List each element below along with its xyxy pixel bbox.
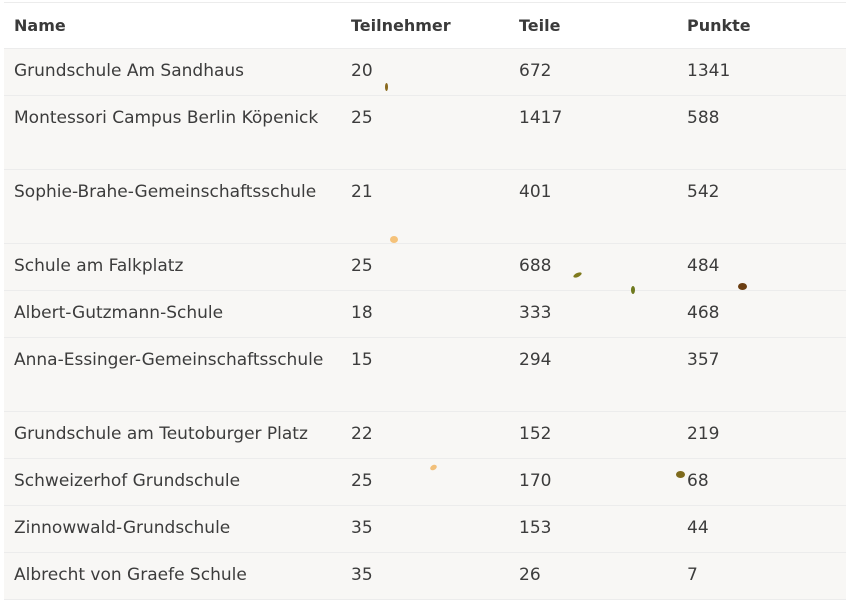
cell-name: Albert-Gutzmann-Schule <box>4 290 341 338</box>
cell-teilnehmer: 25 <box>341 243 509 291</box>
cell-teile: 688 <box>509 243 677 291</box>
cell-name: Schweizerhof Grundschule <box>4 458 341 506</box>
cell-punkte: 484 <box>677 243 846 291</box>
cell-teilnehmer: 20 <box>341 48 509 96</box>
cell-teile: 672 <box>509 48 677 96</box>
column-header-teilnehmer: Teilnehmer <box>341 3 509 49</box>
cell-punkte: 68 <box>677 458 846 506</box>
leaf-speck-decoration <box>385 83 388 91</box>
leaf-speck-decoration <box>738 283 747 290</box>
leaf-speck-decoration <box>676 471 685 478</box>
cell-punkte: 542 <box>677 169 846 244</box>
table-row: Grundschule am Teutoburger Platz 22 152 … <box>4 411 846 459</box>
cell-name: Anna-Essinger-Gemeinschaftsschule <box>4 337 341 412</box>
table-row: Montessori Campus Berlin Köpenick 25 141… <box>4 95 846 170</box>
school-ranking-table-container: Name Teilnehmer Teile Punkte Grundschule… <box>4 2 846 600</box>
cell-name: Grundschule Am Sandhaus <box>4 48 341 96</box>
school-ranking-table: Name Teilnehmer Teile Punkte Grundschule… <box>4 3 846 600</box>
column-header-punkte: Punkte <box>677 3 846 49</box>
cell-punkte: 1341 <box>677 48 846 96</box>
cell-teilnehmer: 25 <box>341 95 509 170</box>
cell-teilnehmer: 22 <box>341 411 509 459</box>
cell-teile: 294 <box>509 337 677 412</box>
table-header-row: Name Teilnehmer Teile Punkte <box>4 3 846 49</box>
cell-teile: 26 <box>509 552 677 600</box>
column-header-name: Name <box>4 3 341 49</box>
cell-punkte: 357 <box>677 337 846 412</box>
cell-teilnehmer: 21 <box>341 169 509 244</box>
cell-name: Montessori Campus Berlin Köpenick <box>4 95 341 170</box>
cell-punkte: 468 <box>677 290 846 338</box>
column-header-teile: Teile <box>509 3 677 49</box>
table-row: Sophie-Brahe-Gemeinschaftsschule 21 401 … <box>4 169 846 244</box>
cell-teile: 153 <box>509 505 677 553</box>
cell-name: Schule am Falkplatz <box>4 243 341 291</box>
cell-name: Albrecht von Graefe Schule <box>4 552 341 600</box>
cell-teilnehmer: 35 <box>341 552 509 600</box>
table-row: Albrecht von Graefe Schule 35 26 7 <box>4 552 846 600</box>
cell-teile: 333 <box>509 290 677 338</box>
cell-punkte: 588 <box>677 95 846 170</box>
cell-teile: 401 <box>509 169 677 244</box>
cell-teile: 152 <box>509 411 677 459</box>
table-row: Schule am Falkplatz 25 688 484 <box>4 243 846 291</box>
leaf-speck-decoration <box>390 236 398 243</box>
cell-teilnehmer: 25 <box>341 458 509 506</box>
table-row: Schweizerhof Grundschule 25 170 68 <box>4 458 846 506</box>
cell-teilnehmer: 15 <box>341 337 509 412</box>
table-row: Anna-Essinger-Gemeinschaftsschule 15 294… <box>4 337 846 412</box>
cell-teile: 1417 <box>509 95 677 170</box>
cell-teile: 170 <box>509 458 677 506</box>
leaf-speck-decoration <box>631 286 635 294</box>
cell-name: Zinnowwald-Grundschule <box>4 505 341 553</box>
cell-name: Sophie-Brahe-Gemeinschaftsschule <box>4 169 341 244</box>
cell-teilnehmer: 35 <box>341 505 509 553</box>
cell-name: Grundschule am Teutoburger Platz <box>4 411 341 459</box>
table-row: Grundschule Am Sandhaus 20 672 1341 <box>4 48 846 96</box>
cell-punkte: 44 <box>677 505 846 553</box>
cell-teilnehmer: 18 <box>341 290 509 338</box>
table-row: Albert-Gutzmann-Schule 18 333 468 <box>4 290 846 338</box>
cell-punkte: 7 <box>677 552 846 600</box>
table-row: Zinnowwald-Grundschule 35 153 44 <box>4 505 846 553</box>
cell-punkte: 219 <box>677 411 846 459</box>
